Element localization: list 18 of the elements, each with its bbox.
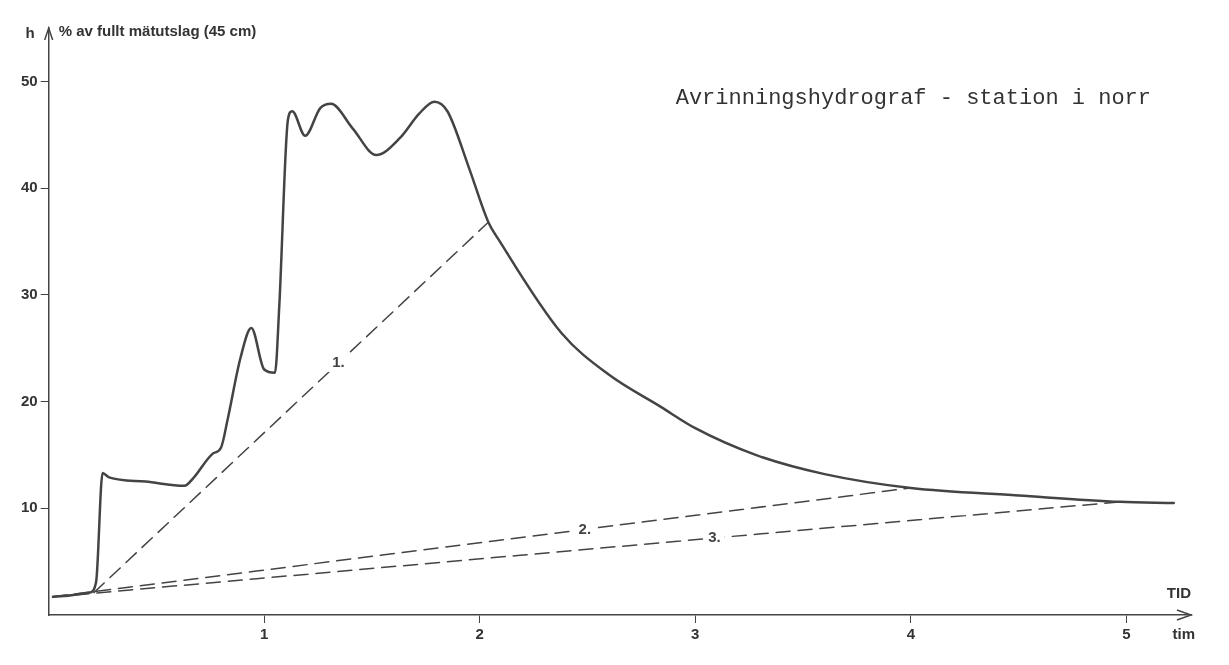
x-tick-label: 2 [475, 625, 484, 643]
y-axis-title: h [25, 23, 35, 41]
series-label: 2. [578, 519, 592, 537]
annotation: % av fullt mätutslag (45 cm) [58, 21, 257, 39]
x-tick-label: 5 [1122, 625, 1131, 643]
series-label: 3. [708, 528, 721, 546]
x-tick-label: 1 [260, 625, 269, 643]
y-tick-label: 50 [21, 71, 38, 89]
series-label: 1. [332, 353, 345, 371]
y-tick-label: 20 [21, 391, 38, 409]
x-tick-label: 4 [906, 625, 916, 643]
text: tim [1172, 624, 1195, 642]
x-tick-label: 3 [691, 625, 700, 643]
y-tick-label: 10 [21, 498, 38, 516]
y-tick-label: 40 [21, 178, 38, 196]
text: Avrinningshydrograf - station i norr [675, 85, 1151, 111]
x-axis-title: TID [1166, 583, 1192, 601]
y-tick-label: 30 [21, 284, 38, 302]
